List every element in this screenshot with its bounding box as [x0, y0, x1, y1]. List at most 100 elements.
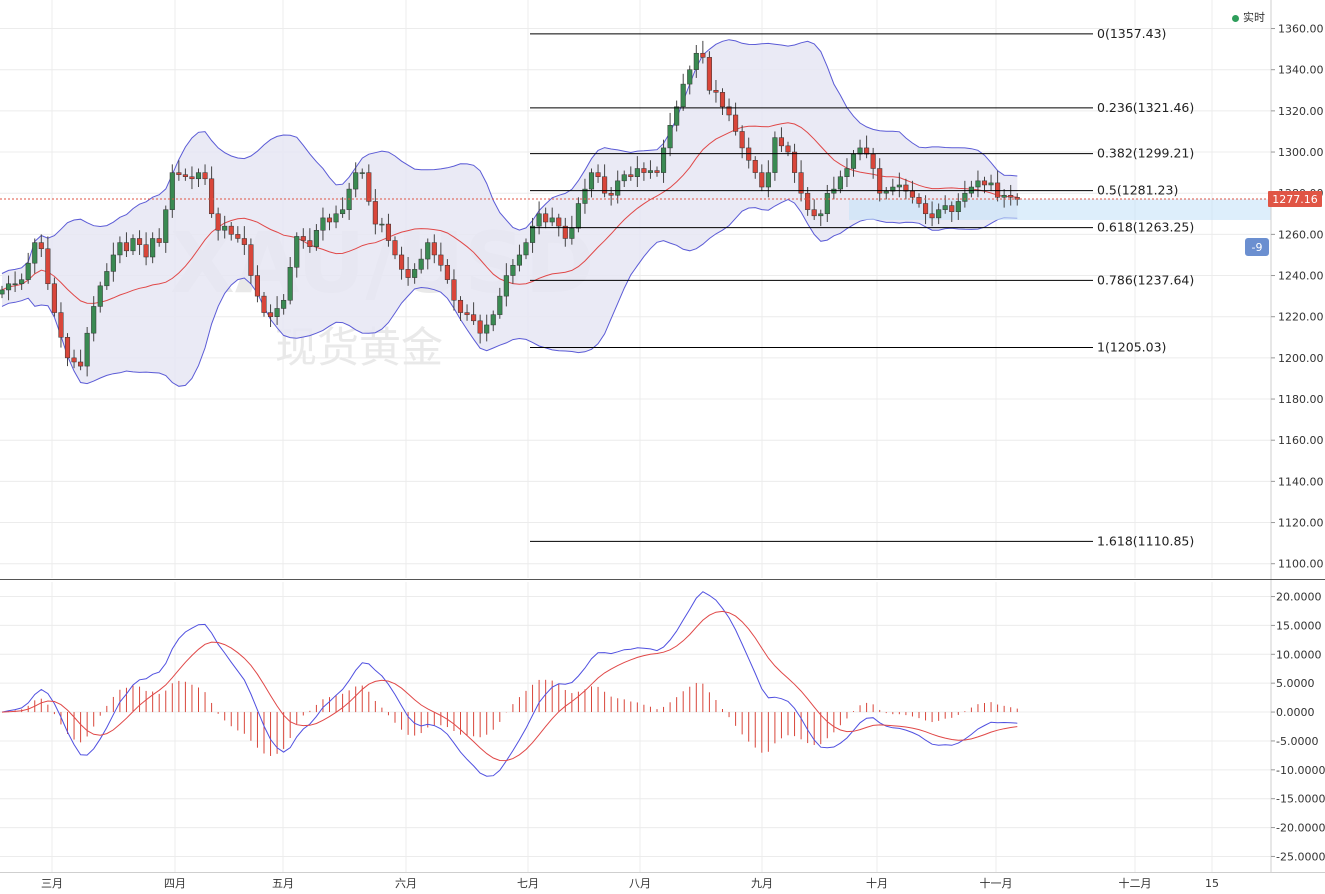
- last-price-tag: [1268, 191, 1322, 208]
- candle: [268, 312, 274, 317]
- zone-rect: [849, 199, 1271, 220]
- candle: [209, 178, 215, 215]
- fib-label: 0.618(1263.25): [1097, 220, 1194, 235]
- candle: [438, 254, 444, 266]
- fib-label: 0.5(1281.23): [1097, 183, 1178, 198]
- candle: [425, 242, 431, 260]
- candle: [0, 289, 5, 295]
- candle: [274, 308, 280, 317]
- live-label: 实时: [1243, 11, 1265, 24]
- fib-label: 0.236(1321.46): [1097, 100, 1194, 115]
- candle: [1008, 195, 1014, 198]
- candle: [418, 258, 424, 270]
- candle: [307, 240, 313, 247]
- candle: [805, 192, 811, 210]
- candle: [654, 170, 660, 173]
- candle: [733, 114, 739, 132]
- candle: [1001, 195, 1007, 198]
- candle: [340, 209, 346, 215]
- candle: [785, 145, 791, 153]
- candle: [543, 213, 549, 223]
- candle: [909, 190, 916, 198]
- candle: [687, 69, 693, 85]
- candle: [850, 153, 857, 169]
- candle: [464, 312, 470, 315]
- signal-line: [1, 610, 1018, 762]
- candle: [818, 213, 824, 217]
- candle: [150, 238, 156, 258]
- candle: [621, 174, 627, 182]
- candle: [326, 217, 333, 223]
- x-tick-label: 四月: [164, 877, 186, 890]
- candle: [399, 254, 405, 270]
- y-tick-label: 1320.00: [1278, 105, 1324, 118]
- x-tick-label: 六月: [395, 877, 417, 890]
- candle: [169, 172, 175, 210]
- candle: [451, 279, 457, 301]
- macd-tick-label: 0.0000: [1276, 706, 1315, 719]
- candle: [674, 106, 680, 126]
- candle: [163, 209, 169, 243]
- candle: [333, 213, 339, 223]
- candle: [104, 271, 110, 287]
- candle: [647, 170, 654, 173]
- x-tick-label: 九月: [751, 877, 773, 890]
- live-dot-icon: [1232, 14, 1239, 22]
- candle: [706, 57, 712, 91]
- fib-label: 0.382(1299.21): [1097, 146, 1194, 161]
- y-tick-label: 1180.00: [1278, 393, 1324, 406]
- y-tick-label: 1260.00: [1278, 228, 1324, 241]
- candle: [530, 225, 536, 243]
- candle: [51, 283, 57, 313]
- macd-tick-label: 20.0000: [1276, 591, 1322, 604]
- candle: [241, 238, 247, 245]
- candlesticks: [0, 40, 1271, 377]
- candle: [569, 227, 575, 239]
- x-tick-label: 十一月: [980, 876, 1013, 890]
- x-tick-label: 十二月: [1119, 876, 1152, 890]
- candle: [215, 213, 221, 231]
- candle: [556, 217, 562, 227]
- candle: [719, 92, 726, 107]
- candle: [372, 201, 378, 225]
- candle: [45, 248, 51, 285]
- candle: [628, 174, 634, 177]
- candle: [385, 223, 391, 241]
- candle: [837, 176, 843, 190]
- candle: [582, 188, 588, 204]
- candle: [84, 332, 90, 367]
- macd-panel: [1, 591, 1018, 777]
- candle: [359, 172, 365, 174]
- candle: [117, 242, 123, 256]
- candle: [110, 254, 116, 272]
- fib-label: 0(1357.43): [1097, 26, 1166, 41]
- candle: [182, 174, 188, 177]
- macd-tick-label: 10.0000: [1276, 648, 1322, 661]
- macd-line: [1, 591, 1018, 777]
- candle: [379, 223, 385, 226]
- candle: [700, 52, 706, 58]
- candle: [261, 295, 267, 313]
- candle: [798, 172, 804, 194]
- macd-tick-label: -15.0000: [1276, 793, 1325, 806]
- candle: [602, 176, 608, 194]
- candle: [811, 209, 817, 217]
- y-tick-label: 1300.00: [1278, 146, 1324, 159]
- candle: [202, 172, 208, 180]
- y-tick-label: 1360.00: [1278, 23, 1324, 36]
- candle: [294, 236, 300, 268]
- candle: [549, 217, 555, 223]
- candle: [765, 172, 771, 188]
- candle: [6, 283, 12, 291]
- candle: [176, 172, 182, 175]
- candle: [444, 264, 450, 280]
- y-tick-label: 1220.00: [1278, 311, 1324, 324]
- candle: [693, 52, 699, 70]
- candle: [634, 168, 640, 177]
- fibonacci-levels: 0(1357.43) 0.236(1321.46) 0.382(1299.21) 0.…: [530, 26, 1194, 548]
- candle: [392, 240, 398, 256]
- candle: [523, 242, 529, 256]
- macd-tick-label: -25.0000: [1276, 850, 1325, 863]
- candle: [189, 176, 195, 180]
